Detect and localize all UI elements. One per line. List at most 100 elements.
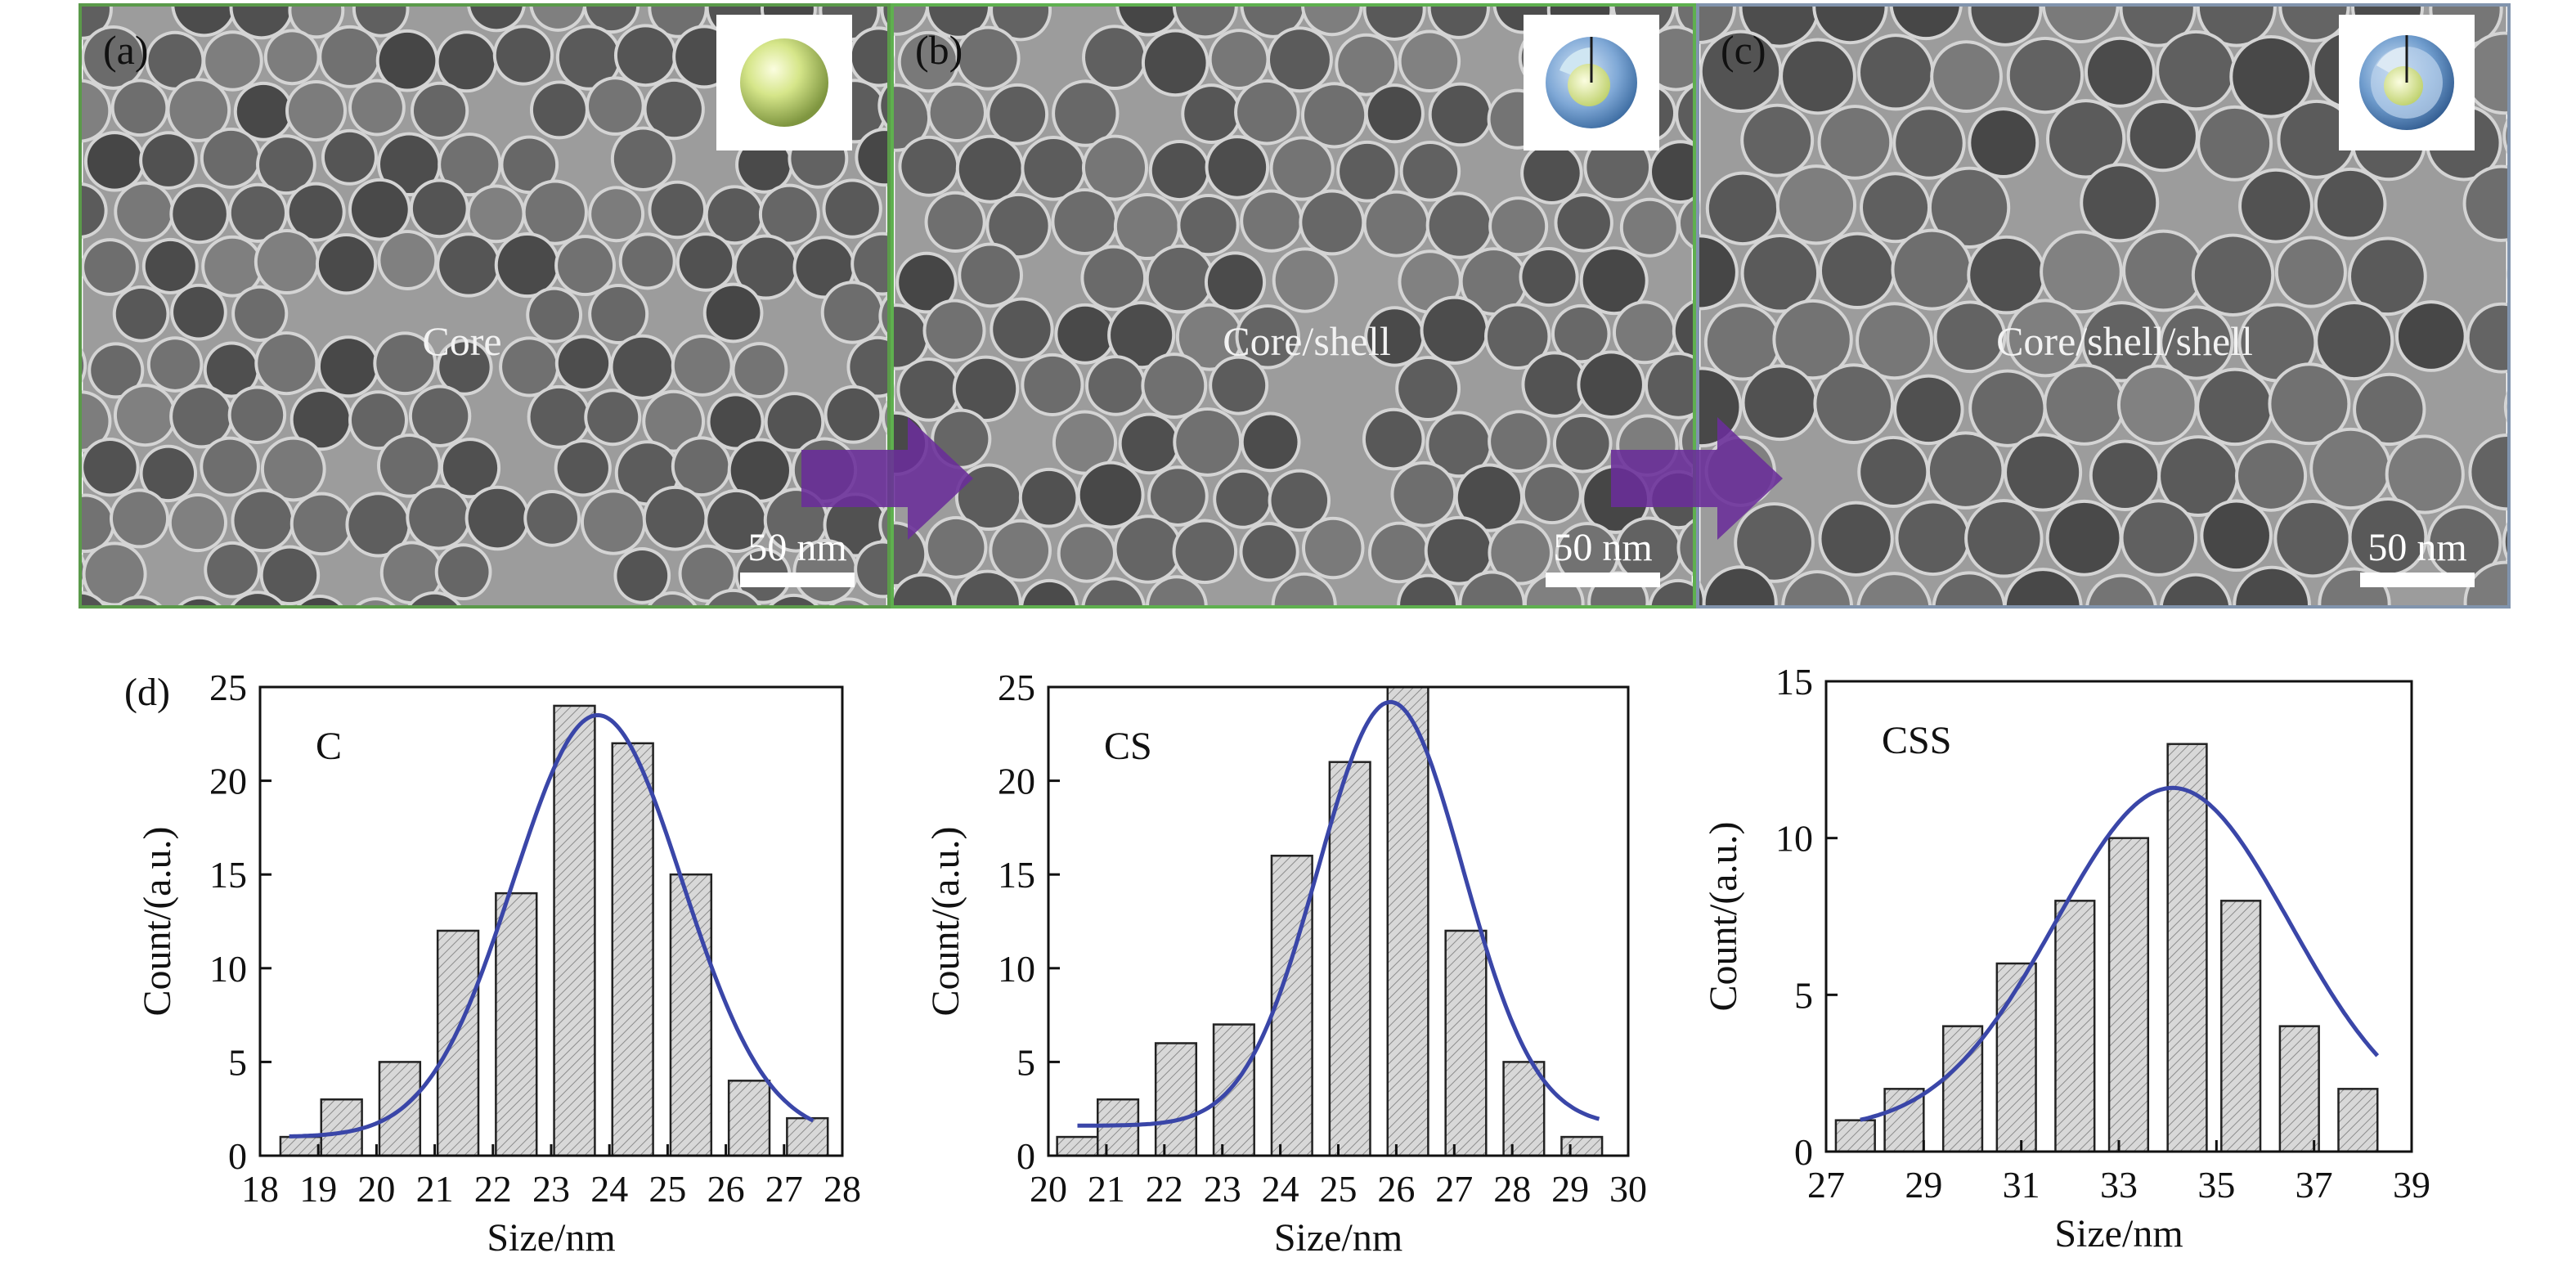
nanoparticle [1699, 237, 1735, 308]
histogram-bar [1270, 855, 1313, 1157]
histogram-bar [2054, 900, 2096, 1153]
tem-panel-core: (a) Core 50 nm [79, 3, 891, 609]
panel-caption-core-shell: Core/shell [1223, 318, 1391, 364]
nanoparticle [1243, 192, 1300, 249]
nanoparticle [558, 338, 609, 388]
nanoparticle [527, 492, 578, 544]
nanoparticle [706, 285, 761, 340]
nanoparticle [826, 496, 885, 555]
nanoparticle [1151, 469, 1205, 523]
nanoparticle [613, 129, 673, 188]
nanoparticle [1084, 580, 1142, 605]
panel-label-b: (b) [915, 27, 963, 73]
nanoparticle [117, 184, 172, 239]
histogram-bar [1834, 1119, 1876, 1153]
nanoparticle [651, 594, 693, 605]
nanoparticle [2356, 375, 2423, 443]
nanoparticle [591, 189, 642, 240]
y-tick-label: 10 [209, 948, 247, 990]
x-tick-label: 24 [1262, 1168, 1299, 1210]
nanoparticle [1024, 138, 1084, 198]
histogram-bar [1386, 685, 1429, 1157]
x-tick-label: 27 [765, 1168, 803, 1210]
nanoparticle [114, 82, 166, 134]
nanoparticle [1121, 415, 1178, 472]
y-axis-label: Count/(a.u.) [924, 827, 967, 1017]
nanoparticle [2092, 442, 2158, 509]
nanoparticle [379, 437, 438, 495]
nanoparticle [84, 241, 136, 293]
nanoparticle [958, 29, 1017, 88]
nanoparticle [2280, 102, 2354, 176]
nanoparticle [203, 439, 257, 494]
nanoparticle [710, 396, 761, 447]
nanoparticle [1184, 87, 1239, 141]
nanoparticle [1699, 370, 1739, 445]
nanoparticle [1304, 85, 1365, 146]
nanoparticle [773, 596, 815, 605]
nanoparticle [1678, 88, 1693, 141]
nanoparticle [1707, 307, 1779, 378]
nanoparticle [955, 358, 1016, 420]
nanoparticle [85, 545, 144, 604]
nanoparticle [767, 395, 822, 449]
nanoparticle [2203, 502, 2269, 569]
nanoparticle [993, 300, 1051, 358]
nanoparticle [707, 188, 761, 242]
sample-annotation: CS [1104, 725, 1152, 768]
nanoparticle [174, 7, 234, 34]
nanoparticle [1216, 472, 1270, 526]
nanoparticle [87, 134, 142, 189]
nanoparticle [1275, 250, 1335, 310]
nanoparticle [2006, 571, 2080, 605]
nanoparticle [989, 195, 1048, 256]
nanoparticle [1524, 354, 1585, 415]
y-tick-label: 10 [998, 948, 1035, 990]
x-tick-label: 22 [1146, 1168, 1183, 1210]
scale-bar-a: 50 nm [740, 528, 855, 587]
nanoparticle [1555, 416, 1609, 470]
nanoparticle [1429, 195, 1491, 256]
nanoparticle [2271, 366, 2348, 442]
nanoparticle [1652, 143, 1693, 201]
nanoparticle [587, 392, 639, 443]
nanoparticle [2466, 34, 2507, 112]
nanoparticle [2083, 166, 2156, 240]
nanoparticle [894, 524, 925, 585]
x-tick-label: 26 [1377, 1168, 1415, 1210]
nanoparticle-halo [894, 384, 895, 399]
nanoparticle [376, 335, 434, 393]
nanoparticle [530, 388, 588, 446]
nanoparticle [894, 87, 928, 149]
histogram-cs: 20 21 22 23 24 25 26 27 28 29 30 0 5 10 15 20 25 Size/nm C… [924, 667, 1647, 1260]
y-tick-label: 25 [998, 667, 1035, 708]
nanoparticle [380, 233, 435, 287]
nanoparticle [1742, 7, 1817, 45]
histogram-bar [2278, 1025, 2320, 1153]
nanoparticle-halo [886, 604, 887, 605]
nanoparticle [2009, 39, 2081, 111]
histogram-bar [2337, 1088, 2379, 1153]
nanoparticle [2351, 501, 2425, 573]
nanoparticle [2159, 33, 2233, 108]
x-tick-label: 23 [1204, 1168, 1241, 1210]
nanoparticle [439, 342, 490, 393]
nanoparticle [1898, 503, 1968, 573]
nanoparticle [173, 186, 227, 241]
nanoparticle [1207, 254, 1263, 310]
y-axis-label: Count/(a.u.) [136, 827, 179, 1017]
nanoparticle [2242, 171, 2310, 240]
nanoparticle [1060, 527, 1113, 580]
nanoparticle [1708, 174, 1777, 243]
nanoparticle [1860, 438, 1927, 505]
nanoparticle [850, 339, 887, 395]
nanoparticle [613, 337, 672, 397]
nanoparticle [1111, 304, 1173, 366]
nanoparticle [1615, 303, 1673, 362]
nanoparticle [112, 492, 167, 546]
nanoparticle [883, 7, 887, 24]
nanoparticle [2505, 530, 2507, 554]
nanoparticle [1366, 193, 1427, 254]
nanoparticle [645, 488, 705, 548]
